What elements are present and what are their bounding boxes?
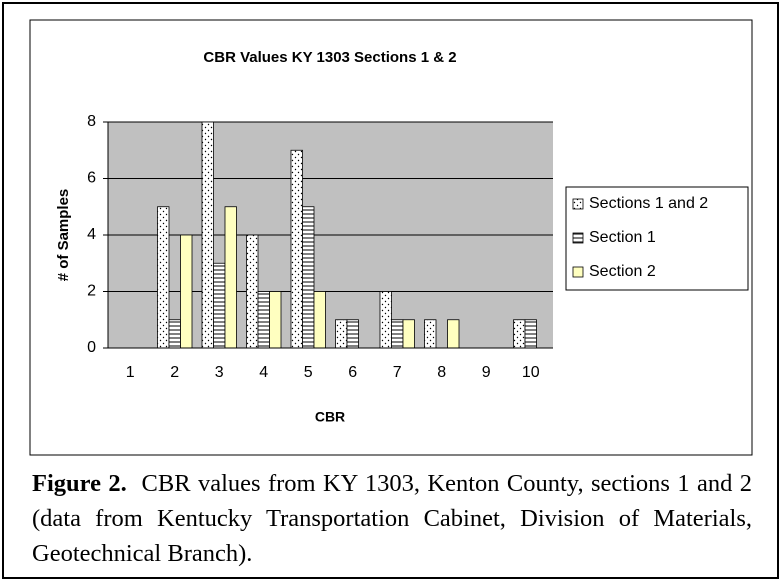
bar: [168, 319, 181, 349]
bar: [257, 291, 270, 349]
bar: [290, 149, 303, 349]
legend-label: Sections 1 and 2: [589, 195, 708, 212]
x-tick-label: 4: [259, 364, 268, 381]
bar: [201, 121, 214, 349]
bar: [313, 291, 326, 349]
x-tick-label: 3: [215, 364, 224, 381]
legend-label: Section 1: [589, 229, 656, 246]
bar: [379, 291, 392, 349]
x-tick-label: 1: [126, 364, 135, 381]
legend-swatch: [572, 266, 584, 278]
bar: [391, 319, 404, 349]
bar: [246, 234, 259, 349]
bar: [157, 206, 170, 349]
bar: [269, 291, 282, 349]
legend-box: [565, 186, 749, 291]
x-tick-label: 6: [348, 364, 357, 381]
bar: [224, 206, 237, 349]
legend-swatch: [572, 198, 584, 210]
y-tick-label: 6: [87, 170, 96, 187]
y-tick-label: 4: [87, 226, 96, 243]
legend-swatch: [572, 232, 584, 244]
legend-label: Section 2: [589, 263, 656, 280]
bar: [524, 319, 537, 349]
x-tick-label: 5: [304, 364, 313, 381]
bar: [213, 262, 226, 349]
bar: [447, 319, 460, 349]
bar: [180, 234, 193, 349]
y-tick-label: 8: [87, 113, 96, 130]
caption: Figure 2. CBR values from KY 1303, Kento…: [32, 466, 752, 571]
chart-title: CBR Values KY 1303 Sections 1 & 2: [203, 49, 456, 66]
bar: [335, 319, 348, 349]
x-tick-label: 7: [393, 364, 402, 381]
bar: [402, 319, 415, 349]
x-tick-label: 10: [522, 364, 540, 381]
bar: [424, 319, 437, 349]
x-tick-label: 9: [482, 364, 491, 381]
y-tick-label: 2: [87, 283, 96, 300]
y-tick-label: 0: [87, 339, 96, 356]
bar: [346, 319, 359, 349]
x-tick-label: 8: [437, 364, 446, 381]
x-tick-label: 2: [170, 364, 179, 381]
caption-text: CBR values from KY 1303, Kenton County, …: [32, 470, 753, 567]
bar: [513, 319, 526, 349]
y-axis-label: # of Samples: [55, 189, 72, 282]
bar: [302, 206, 315, 349]
caption-label: Figure 2.: [32, 470, 127, 497]
x-axis-label: CBR: [315, 409, 345, 425]
